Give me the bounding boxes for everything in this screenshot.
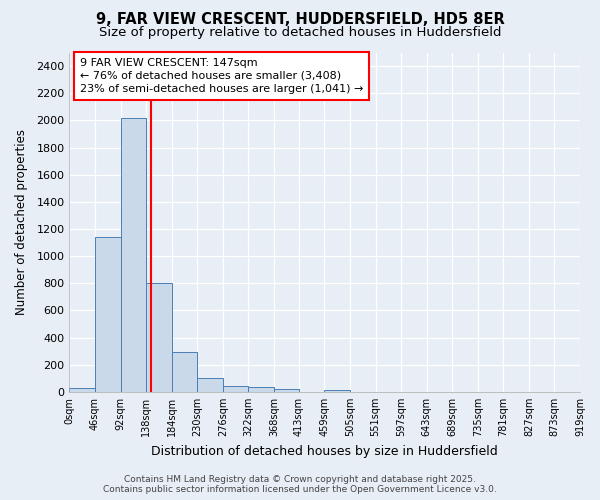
Bar	[223, 386, 248, 392]
Bar	[172, 352, 197, 392]
Bar	[197, 378, 223, 392]
Bar	[70, 388, 95, 392]
X-axis label: Distribution of detached houses by size in Huddersfield: Distribution of detached houses by size …	[151, 444, 498, 458]
Bar	[121, 118, 146, 392]
Bar	[95, 237, 121, 392]
Text: Size of property relative to detached houses in Huddersfield: Size of property relative to detached ho…	[99, 26, 501, 39]
Bar	[248, 387, 274, 392]
Y-axis label: Number of detached properties: Number of detached properties	[15, 129, 28, 315]
Bar	[274, 389, 299, 392]
Bar	[146, 284, 172, 392]
Text: 9, FAR VIEW CRESCENT, HUDDERSFIELD, HD5 8ER: 9, FAR VIEW CRESCENT, HUDDERSFIELD, HD5 …	[95, 12, 505, 28]
Text: Contains HM Land Registry data © Crown copyright and database right 2025.
Contai: Contains HM Land Registry data © Crown c…	[103, 474, 497, 494]
Bar	[325, 390, 350, 392]
Text: 9 FAR VIEW CRESCENT: 147sqm
← 76% of detached houses are smaller (3,408)
23% of : 9 FAR VIEW CRESCENT: 147sqm ← 76% of det…	[80, 58, 363, 94]
